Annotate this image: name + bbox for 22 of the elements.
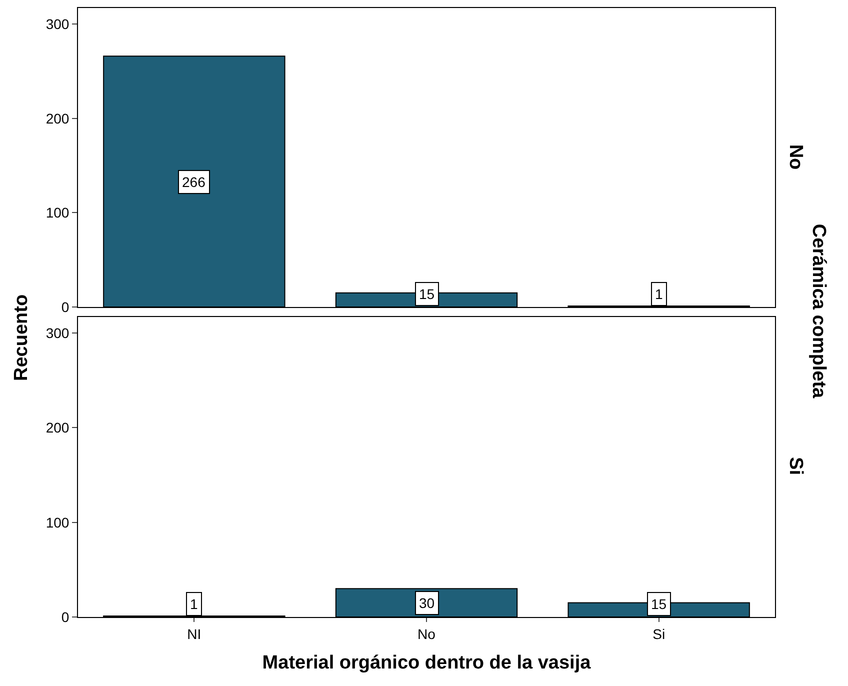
x-tick-label: Si [652, 626, 666, 642]
data-label: 30 [419, 595, 435, 611]
text: Cerámica completa [807, 222, 829, 400]
data-label: 15 [419, 286, 435, 302]
y-tick-label: 0 [61, 298, 70, 315]
y-tick-label: 0 [61, 608, 70, 625]
data-label: 1 [190, 596, 198, 612]
y-tick-label: 300 [46, 324, 70, 341]
x-axis-title: Material orgánico dentro de la vasija [262, 652, 592, 674]
y-axis-title: Recuento [11, 294, 33, 381]
x-tick-label: NI [187, 626, 202, 642]
y-tick-label: 100 [46, 204, 70, 221]
y-tick-label: 200 [46, 110, 70, 126]
text: Si [784, 456, 806, 477]
data-label: 266 [182, 174, 206, 190]
y-tick-label: 300 [46, 16, 70, 32]
data-label: 15 [651, 596, 667, 612]
data-label: 1 [655, 286, 663, 302]
y-tick-label: 100 [46, 514, 70, 530]
y-tick-label: 200 [46, 420, 70, 436]
text: No [784, 142, 806, 172]
x-tick-label: No [418, 626, 436, 642]
